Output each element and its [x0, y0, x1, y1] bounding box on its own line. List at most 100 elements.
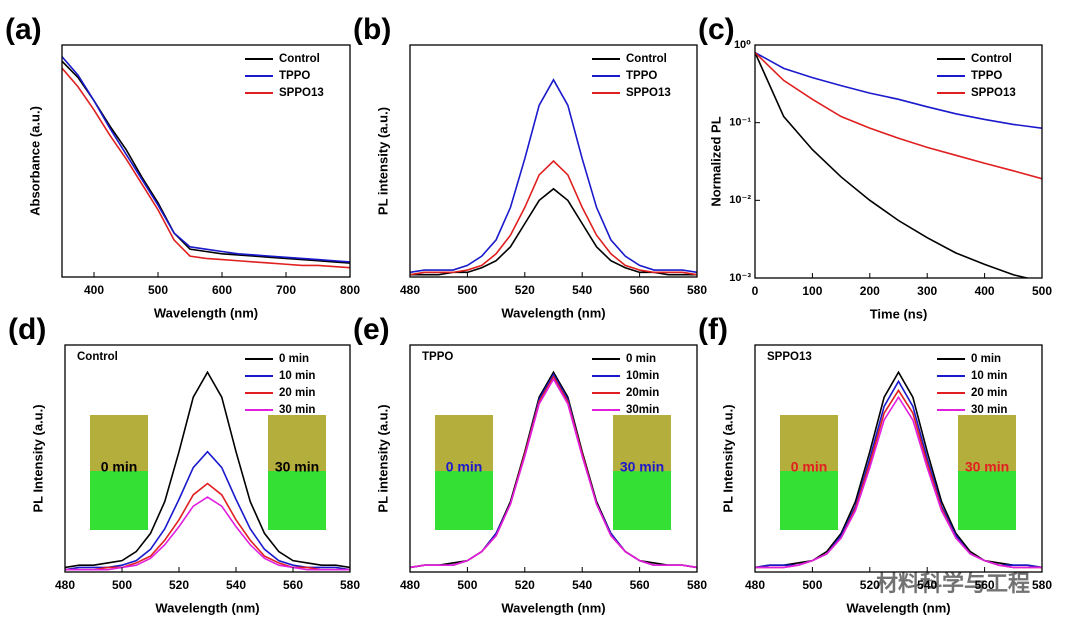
legend-label: 20 min	[279, 387, 315, 399]
x-tick-label: 560	[283, 578, 303, 592]
y-tick-label: 10⁻³	[729, 272, 751, 284]
legend-label: Control	[279, 53, 320, 65]
legend-label: 20min	[626, 387, 659, 399]
inset-label: 30 min	[965, 459, 1009, 475]
x-tick-label: 100	[802, 284, 822, 298]
x-tick-label: 580	[687, 578, 707, 592]
x-axis-label: Wavelength (nm)	[154, 305, 258, 320]
x-tick-label: 500	[457, 283, 477, 297]
legend-label: 0 min	[626, 353, 656, 365]
x-tick-label: 560	[975, 578, 995, 592]
x-tick-label: 520	[860, 578, 880, 592]
inset-photo-top	[435, 415, 493, 471]
panel: 0 min 30 min 480 500 520 540 560 580 Wavelength …	[353, 313, 707, 616]
legend-label: 30 min	[971, 404, 1007, 416]
inset-photo-bottom	[268, 471, 326, 530]
x-tick-label: 480	[745, 578, 765, 592]
legend-label: TPPO	[626, 70, 657, 82]
x-tick-label: 800	[340, 283, 360, 297]
x-tick-label: 400	[84, 283, 104, 297]
x-tick-label: 480	[400, 283, 420, 297]
series-line	[62, 67, 350, 269]
x-axis-label: Wavelength (nm)	[155, 600, 259, 615]
x-tick-label: 0	[752, 284, 759, 298]
inset-photo-top	[90, 415, 148, 471]
x-tick-label: 580	[687, 283, 707, 297]
x-tick-label: 500	[112, 578, 132, 592]
legend-label: Control	[626, 53, 667, 65]
inset-label: 30 min	[620, 459, 664, 475]
x-axis-label: Wavelength (nm)	[501, 600, 605, 615]
y-axis-label: PL Intensity (a.u.)	[30, 404, 45, 512]
inset-photo-bottom	[613, 471, 671, 530]
series-line	[410, 159, 697, 276]
panel: 480 500 520 540 560 580 Wavelength (nm) PL inte…	[353, 13, 707, 321]
legend-label: 10 min	[971, 370, 1007, 382]
x-tick-label: 520	[515, 578, 535, 592]
x-tick-label: 540	[917, 578, 937, 592]
x-tick-label: 500	[1032, 284, 1052, 298]
panel-label: (e)	[353, 313, 390, 346]
series-line	[755, 52, 1031, 278]
plot-frame	[754, 344, 1043, 573]
x-tick-label: 400	[975, 284, 995, 298]
legend-label: Control	[971, 53, 1012, 65]
series-line	[755, 51, 1042, 129]
series-line	[62, 56, 350, 263]
annotation: TPPO	[422, 351, 453, 363]
x-tick-label: 560	[630, 578, 650, 592]
x-axis-label: Wavelength (nm)	[846, 600, 950, 615]
series-line	[65, 496, 350, 571]
y-axis-label: PL intensity (a.u.)	[375, 107, 390, 215]
series-line	[410, 78, 697, 274]
plot-frame	[61, 44, 351, 278]
annotation: SPPO13	[767, 351, 812, 363]
inset-label: 0 min	[791, 459, 828, 475]
y-axis-label: Normalized PL	[708, 116, 723, 206]
x-tick-label: 540	[572, 578, 592, 592]
series-line	[755, 370, 1042, 569]
x-tick-label: 480	[400, 578, 420, 592]
x-tick-label: 300	[917, 284, 937, 298]
inset-photo-bottom	[435, 471, 493, 530]
y-axis-label: Absorbance (a.u.)	[27, 106, 42, 216]
legend-label: 20 min	[971, 387, 1007, 399]
x-axis-label: Time (ns)	[870, 306, 928, 321]
x-tick-label: 520	[515, 283, 535, 297]
x-tick-label: 500	[148, 283, 168, 297]
y-axis-label: PL Intensity (a.u.)	[720, 404, 735, 512]
x-tick-label: 600	[212, 283, 232, 297]
legend-label: 30 min	[279, 404, 315, 416]
x-tick-label: 520	[169, 578, 189, 592]
legend-label: 0 min	[279, 353, 309, 365]
series-line	[755, 395, 1042, 569]
y-tick-label: 10⁻²	[729, 194, 751, 206]
series-line	[410, 377, 697, 569]
legend-label: SPPO13	[279, 87, 324, 99]
plot-frame	[409, 344, 698, 573]
x-tick-label: 700	[276, 283, 296, 297]
y-tick-label: 10⁻¹	[729, 117, 751, 129]
x-tick-label: 560	[630, 283, 650, 297]
inset-photo-top	[780, 415, 838, 471]
panel: 0 min 30 min 480 500 520 540 560 580 Wavelength …	[698, 313, 1052, 616]
panel-label: (f)	[698, 313, 728, 346]
inset-label: 0 min	[446, 459, 483, 475]
plot-frame	[64, 344, 351, 573]
x-tick-label: 540	[572, 283, 592, 297]
panel-label: (d)	[8, 313, 46, 346]
legend-label: 10 min	[279, 370, 315, 382]
x-tick-label: 500	[802, 578, 822, 592]
plot-frame	[754, 44, 1043, 279]
x-tick-label: 200	[860, 284, 880, 298]
panel-label: (b)	[353, 13, 391, 46]
y-axis-label: PL intensity (a.u.)	[375, 404, 390, 512]
inset-photo-bottom	[90, 471, 148, 530]
series-line	[410, 370, 697, 569]
x-tick-label: 500	[457, 578, 477, 592]
x-tick-label: 580	[1032, 578, 1052, 592]
series-line	[62, 60, 350, 264]
inset-photo-bottom	[958, 471, 1016, 530]
